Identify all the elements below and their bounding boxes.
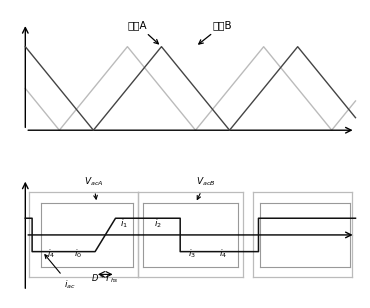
Text: $i_{ac}$: $i_{ac}$ — [45, 255, 75, 291]
Text: $i_1$: $i_1$ — [120, 217, 128, 230]
Text: $i_3$: $i_3$ — [188, 248, 196, 260]
Text: $D*T_{hs}$: $D*T_{hs}$ — [91, 273, 119, 286]
Text: $i_4$: $i_4$ — [47, 248, 55, 260]
Text: $V_{acB}$: $V_{acB}$ — [196, 176, 215, 200]
Text: 载波A: 载波A — [128, 20, 158, 44]
Text: $i_0$: $i_0$ — [74, 248, 82, 260]
Text: $V_{acA}$: $V_{acA}$ — [84, 176, 103, 199]
Text: 载波B: 载波B — [199, 20, 233, 44]
Text: $i_4$: $i_4$ — [219, 248, 227, 260]
Text: $i_2$: $i_2$ — [154, 217, 162, 230]
